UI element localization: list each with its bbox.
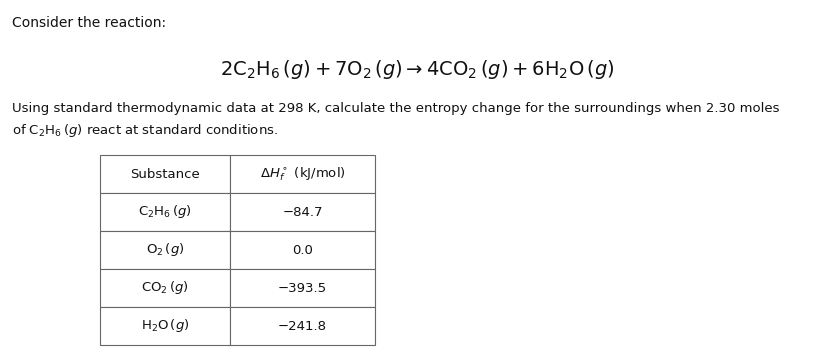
Text: −241.8: −241.8 [278,320,327,333]
Text: $2\mathrm{C_2H_6}\,(g) + 7\mathrm{O_2}\,(g) \rightarrow 4\mathrm{CO_2}\,(g) + 6\: $2\mathrm{C_2H_6}\,(g) + 7\mathrm{O_2}\,… [219,58,615,81]
Bar [100,269,230,307]
Bar [100,307,230,345]
Text: −393.5: −393.5 [278,282,327,295]
Bar [230,155,375,193]
Text: 0.0: 0.0 [292,244,313,257]
Text: $\mathrm{O_2}\,(g)$: $\mathrm{O_2}\,(g)$ [146,241,184,258]
Bar [100,231,230,269]
Bar [230,269,375,307]
Bar [230,193,375,231]
Bar [230,307,375,345]
Text: Using standard thermodynamic data at 298 K, calculate the entropy change for the: Using standard thermodynamic data at 298… [12,102,780,115]
Text: $\Delta H_f^\circ$ (kJ/mol): $\Delta H_f^\circ$ (kJ/mol) [259,165,345,183]
Bar [100,155,230,193]
Text: $\mathrm{C_2H_6}\,(g)$: $\mathrm{C_2H_6}\,(g)$ [138,203,192,220]
Text: Consider the reaction:: Consider the reaction: [12,16,166,30]
Text: Substance: Substance [130,168,200,180]
Text: $\mathrm{CO_2}\,(g)$: $\mathrm{CO_2}\,(g)$ [141,279,188,296]
Bar [100,193,230,231]
Text: of $\mathrm{C_2H_6}\,(g)$ react at standard conditions.: of $\mathrm{C_2H_6}\,(g)$ react at stand… [12,122,278,139]
Bar [230,231,375,269]
Text: −84.7: −84.7 [282,206,323,218]
Text: $\mathrm{H_2O}\,(g)$: $\mathrm{H_2O}\,(g)$ [141,317,189,334]
